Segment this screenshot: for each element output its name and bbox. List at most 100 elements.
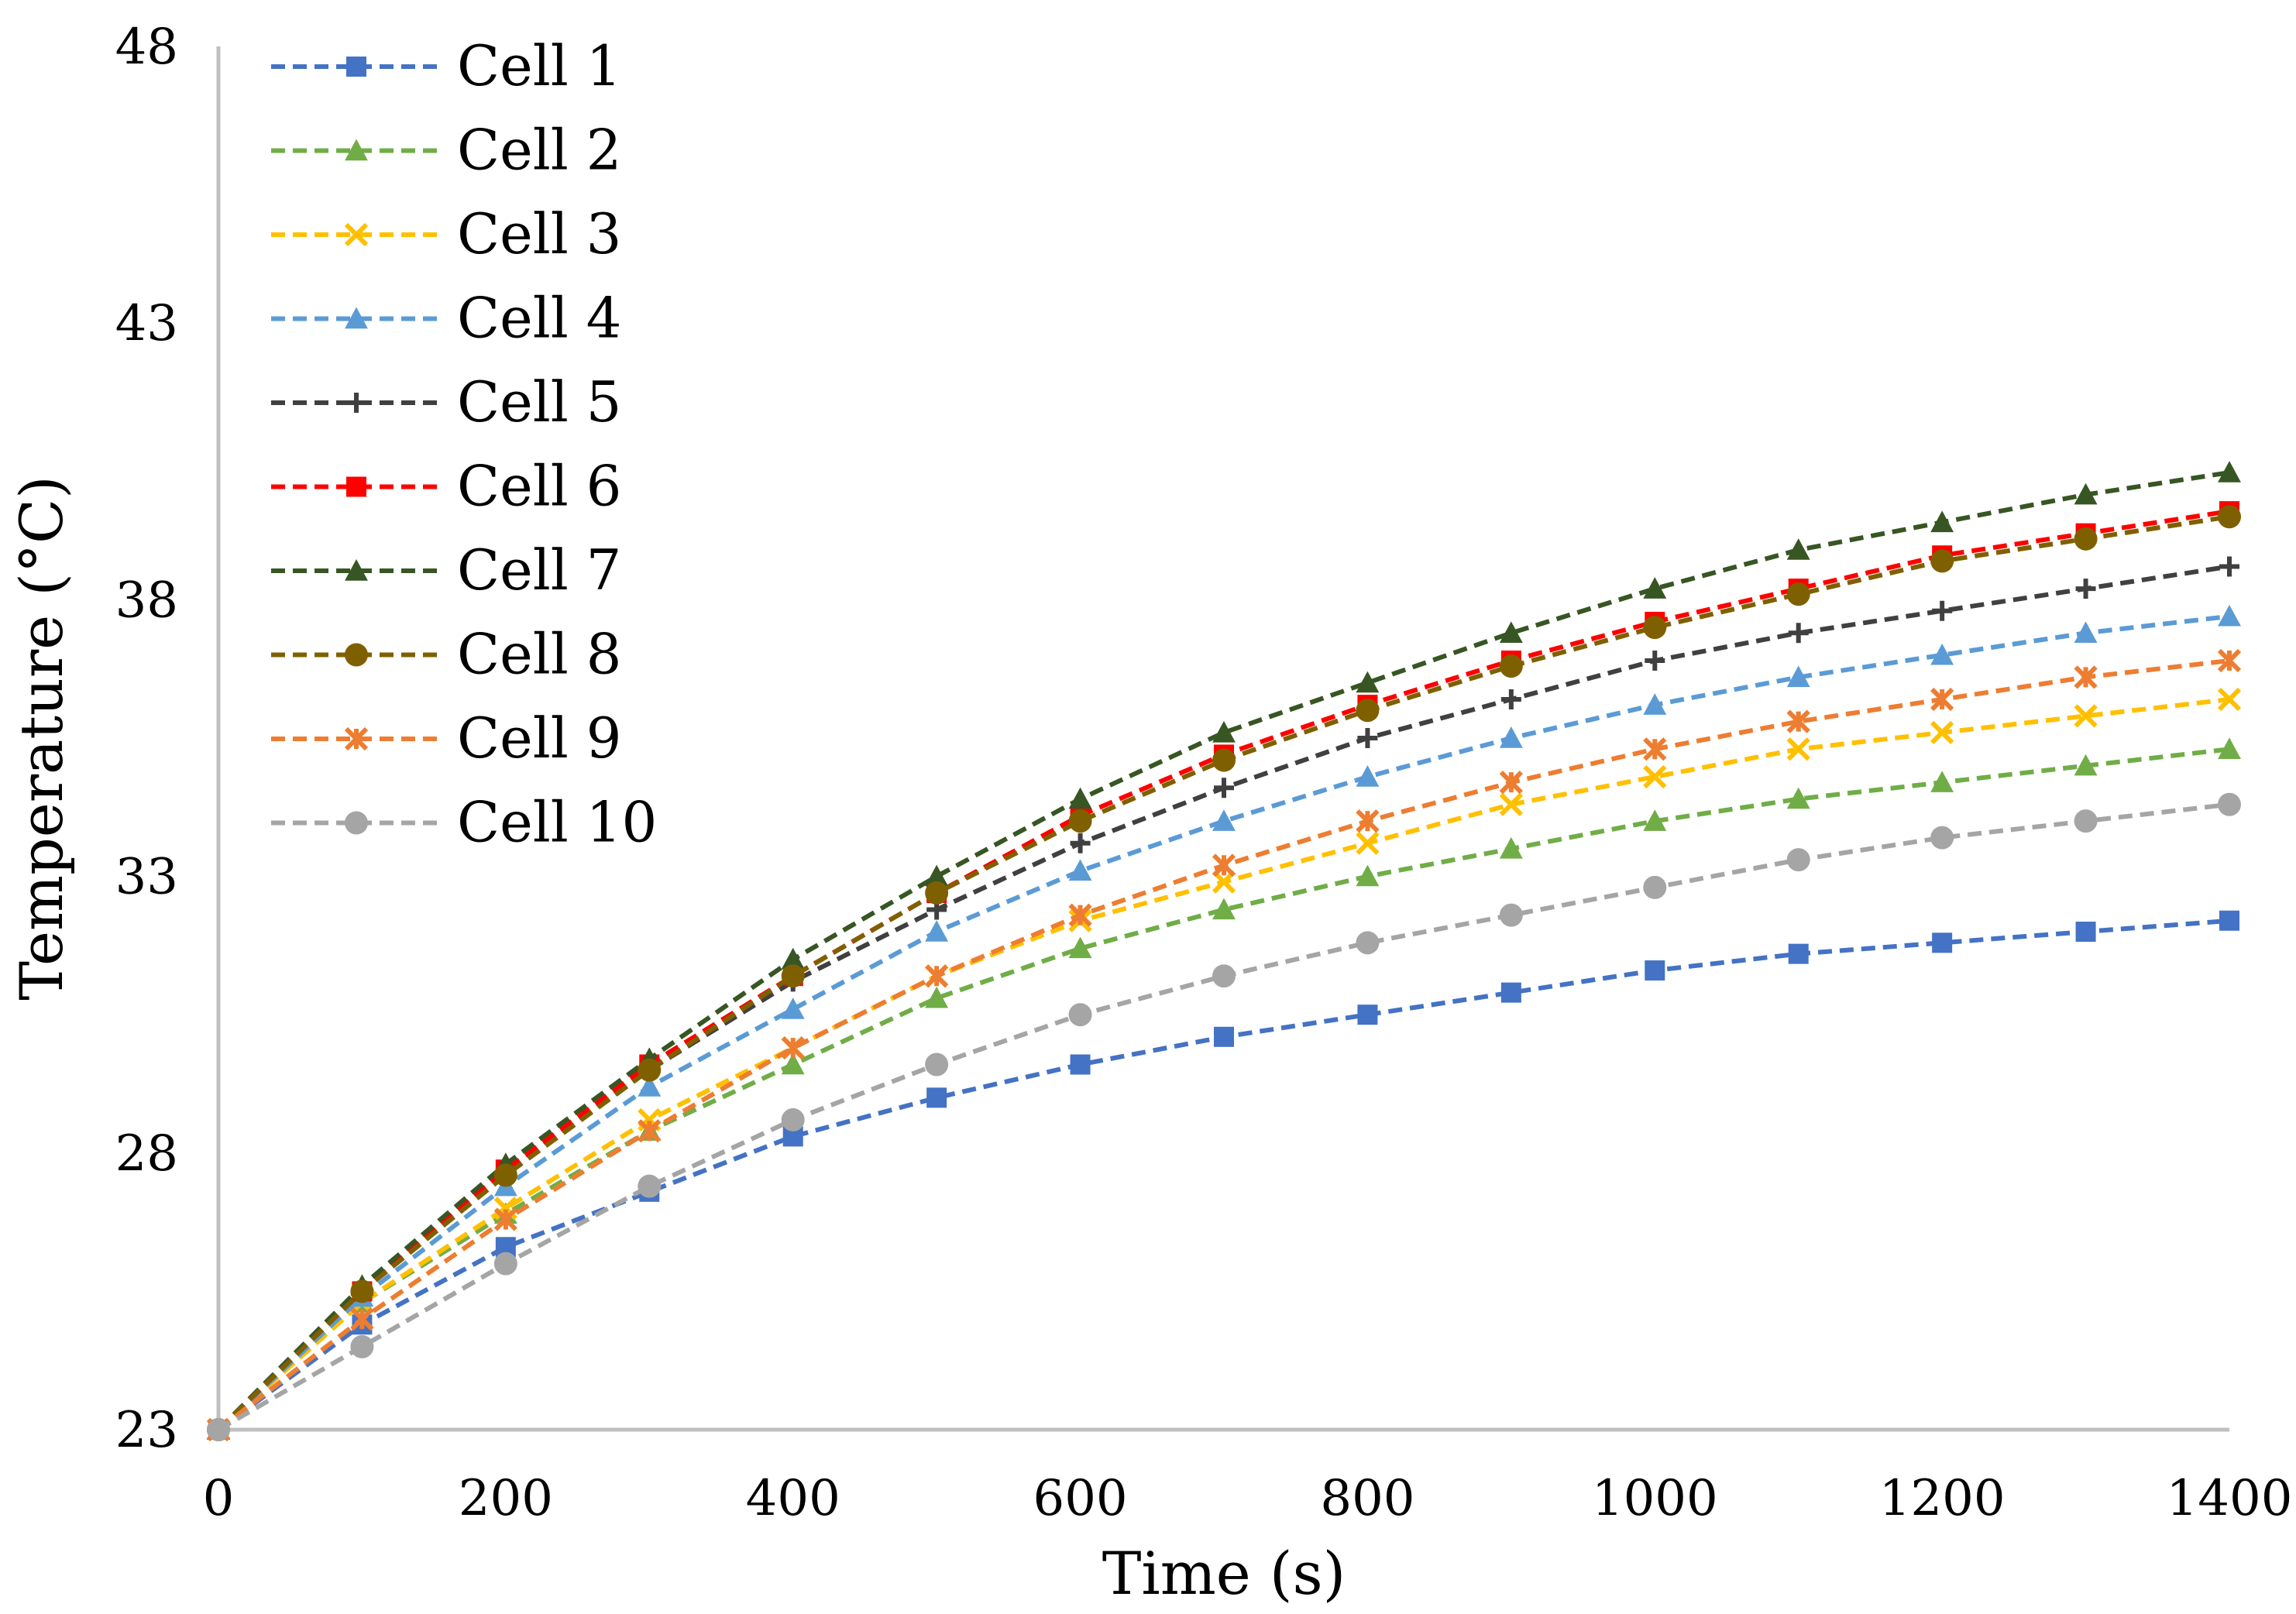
- data-point: [1786, 709, 1810, 733]
- data-point: [1212, 898, 1236, 920]
- x-tick-label: 1400: [2167, 1470, 2293, 1527]
- data-point: [1068, 809, 1092, 833]
- data-point: [925, 964, 949, 988]
- data-point: [1357, 728, 1378, 748]
- legend-marker: [346, 57, 366, 77]
- legend-label: Cell 6: [457, 454, 621, 519]
- data-point: [781, 1107, 805, 1132]
- data-point: [638, 1058, 662, 1082]
- legend-marker: [345, 139, 368, 161]
- data-point: [1357, 1004, 1378, 1025]
- data-point: [2074, 665, 2098, 689]
- data-point: [1212, 964, 1236, 988]
- data-point: [1499, 726, 1523, 748]
- data-point: [1356, 931, 1380, 955]
- data-point: [1786, 848, 1810, 872]
- data-point: [781, 947, 805, 970]
- data-point: [925, 986, 949, 1008]
- legend-item: Cell 9: [271, 706, 621, 771]
- y-tick-label: 33: [115, 849, 178, 906]
- data-point: [1500, 689, 1521, 709]
- data-point: [1930, 771, 1954, 792]
- data-point: [2218, 737, 2241, 759]
- data-point: [1932, 932, 1953, 953]
- data-point: [926, 1087, 947, 1108]
- data-point: [1643, 616, 1667, 640]
- series-9: [206, 648, 2242, 1442]
- data-point: [1070, 833, 1091, 853]
- data-point: [1499, 836, 1523, 859]
- legend-label: Cell 3: [457, 201, 621, 266]
- data-point: [1643, 764, 1667, 789]
- data-point: [2074, 527, 2098, 551]
- data-point: [1212, 809, 1236, 831]
- data-point: [1643, 809, 1667, 831]
- data-point: [2219, 556, 2239, 577]
- data-point: [2075, 922, 2096, 943]
- data-point: [1068, 936, 1092, 959]
- data-point: [493, 1252, 517, 1276]
- y-tick-label: 38: [115, 572, 178, 629]
- data-point: [207, 1418, 230, 1441]
- data-point: [1499, 654, 1523, 678]
- data-point: [2074, 704, 2098, 728]
- data-point: [781, 1035, 805, 1060]
- data-point: [2218, 604, 2241, 627]
- data-point: [350, 1279, 374, 1303]
- data-point: [925, 864, 949, 887]
- legend-item: Cell 4: [271, 286, 621, 351]
- data-point: [781, 998, 805, 1019]
- data-point: [925, 1053, 949, 1077]
- data-point: [1786, 787, 1810, 809]
- data-point: [1930, 720, 1954, 744]
- data-point: [1643, 737, 1667, 761]
- series-line: [216, 613, 2230, 1432]
- legend-marker: [345, 559, 368, 581]
- legend-item: Cell 1: [271, 33, 621, 98]
- data-point: [1930, 510, 1954, 533]
- data-point: [2075, 579, 2096, 599]
- data-point: [1786, 737, 1810, 761]
- data-point: [1070, 1054, 1091, 1075]
- data-point: [1212, 853, 1236, 877]
- data-point: [1499, 621, 1523, 643]
- legend-label: Cell 7: [457, 537, 621, 603]
- data-point: [638, 1119, 662, 1143]
- data-point: [781, 964, 805, 988]
- legend-label: Cell 1: [457, 33, 621, 98]
- y-tick-label: 23: [115, 1402, 178, 1459]
- data-point: [638, 1075, 662, 1097]
- data-point: [1356, 864, 1380, 887]
- data-point: [1645, 650, 1665, 671]
- data-point: [1356, 831, 1380, 855]
- data-point: [2074, 482, 2098, 505]
- legend-label: Cell 5: [457, 369, 621, 434]
- data-point: [1068, 859, 1092, 881]
- data-point: [1500, 982, 1521, 1003]
- series-line: [216, 564, 2230, 1432]
- data-point: [2218, 461, 2241, 482]
- data-point: [1212, 748, 1236, 772]
- series-10: [207, 792, 2241, 1441]
- data-point: [1499, 792, 1523, 816]
- legend-marker: [345, 811, 368, 835]
- x-tick-label: 200: [459, 1470, 553, 1527]
- series-line: [217, 747, 2230, 1432]
- data-point: [1643, 577, 1667, 599]
- data-point: [1788, 943, 1809, 964]
- x-axis-title: Time (s): [1102, 1539, 1346, 1608]
- data-point: [493, 1163, 517, 1187]
- y-tick-label: 48: [115, 19, 178, 76]
- legend-marker: [345, 307, 368, 329]
- data-point: [2219, 910, 2239, 931]
- data-point: [925, 920, 949, 942]
- data-point: [1356, 671, 1380, 693]
- x-tick-label: 800: [1320, 1470, 1414, 1527]
- data-point: [2074, 754, 2098, 776]
- legend-item: Cell 3: [271, 201, 621, 266]
- data-point: [1643, 875, 1667, 899]
- data-point: [638, 1174, 662, 1198]
- data-point: [1930, 826, 1954, 850]
